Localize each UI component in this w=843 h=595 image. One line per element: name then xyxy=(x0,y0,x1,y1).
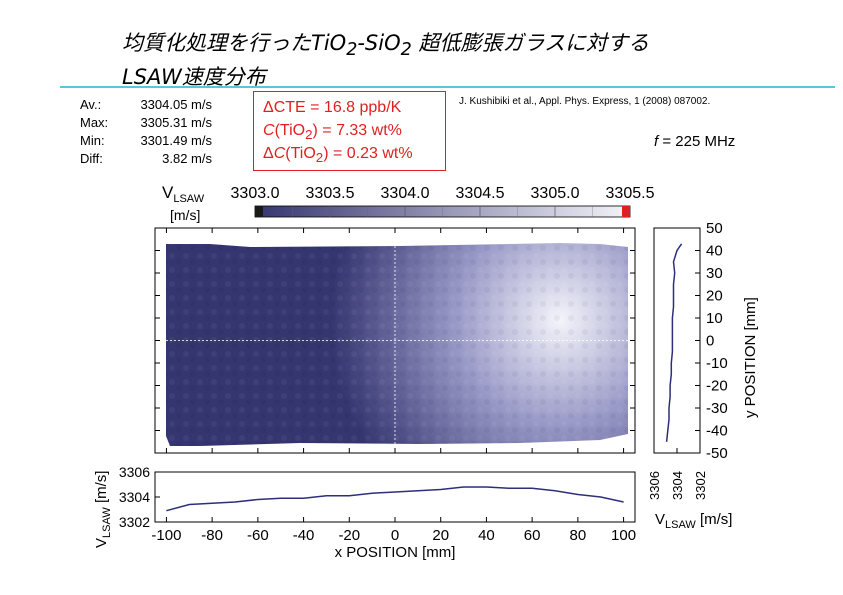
frequency-label: f = 225 MHz xyxy=(654,133,736,150)
y-tick-label: 0 xyxy=(706,333,714,350)
statistics-panel: Av.: 3304.05 m/s Max: 3305.31 m/s Min: 3301… xyxy=(80,96,212,168)
heatmap-ticks xyxy=(155,228,635,453)
y-tick-label: 50 xyxy=(706,220,723,237)
x-tick-label: -20 xyxy=(338,527,360,544)
y-tick-label: 30 xyxy=(706,265,723,282)
bottom-y-axis-title: VLSAW [m/s] xyxy=(93,471,113,548)
x-tick-label: -80 xyxy=(201,527,223,544)
right-y-tick-labels: 50 40 30 20 10 0 -10 -20 -30 -40 -50 xyxy=(706,220,728,462)
heatmap-texture xyxy=(166,243,628,446)
x-tick-label: -40 xyxy=(293,527,315,544)
colorbar-tick-label: 3305.5 xyxy=(606,185,655,202)
y-tick-label: -20 xyxy=(706,378,728,395)
right-x-axis-title: VLSAW [m/s] xyxy=(655,511,732,531)
y-tick-label: -30 xyxy=(706,400,728,417)
citation: J. Kushibiki et al., Appl. Phys. Express… xyxy=(459,96,711,107)
colorbar-tick-label: 3304.5 xyxy=(456,185,505,202)
x-tick-label: 40 xyxy=(478,527,495,544)
right-profile-series xyxy=(665,243,683,442)
bottom-y-tick-label: 3304 xyxy=(119,489,150,505)
tio2-variation-line: ΔC(TiO2) = 0.23 wt% xyxy=(263,145,413,166)
y-tick-label: -40 xyxy=(706,423,728,440)
bottom-profile-ticks xyxy=(155,471,625,523)
colorbar-tick-label: 3303.0 xyxy=(231,185,280,202)
bottom-profile-plot: -100 -80 -60 -40 -20 0 20 40 60 80 100 33063304330… xyxy=(93,464,636,561)
y-tick-label: 20 xyxy=(706,288,723,305)
colorbar-max-marker xyxy=(622,206,630,217)
colorbar-label: VLSAW xyxy=(162,183,205,205)
x-tick-label: 80 xyxy=(570,527,587,544)
tio2-concentration-line: C(TiO2) = 7.33 wt% xyxy=(263,122,402,143)
x-tick-label: 20 xyxy=(432,527,449,544)
right-x-tick-labels: 3306 3304 3302 xyxy=(647,471,708,500)
right-x-tick-label: 3306 xyxy=(647,471,662,500)
title-line-1: 均質化処理を行ったTiO2-SiO2 超低膨張ガラスに対する xyxy=(122,31,650,61)
stat-min: Min: 3301.49 m/s xyxy=(80,133,212,148)
x-tick-label: 60 xyxy=(524,527,541,544)
bottom-profile-series xyxy=(166,486,624,512)
title-line-2: LSAW速度分布 xyxy=(122,65,266,90)
y-tick-label: 40 xyxy=(706,243,723,260)
bottom-y-tick-labels: 3306 3304 3302 xyxy=(119,464,150,530)
right-x-tick-label: 3304 xyxy=(670,471,685,500)
y-axis-title: y POSITION [mm] xyxy=(742,297,759,418)
right-x-tick-label: 3302 xyxy=(693,471,708,500)
x-tick-label: 0 xyxy=(391,527,399,544)
right-profile-ticks xyxy=(653,227,701,454)
colorbar-min-marker xyxy=(255,206,263,217)
velocity-heatmap xyxy=(154,227,636,454)
colorbar-tick-label: 3303.5 xyxy=(306,185,355,202)
right-profile-frame xyxy=(653,227,701,454)
x-tick-label: -100 xyxy=(151,527,181,544)
title-divider xyxy=(60,86,835,88)
y-tick-label: -50 xyxy=(706,445,728,462)
x-tick-label: 100 xyxy=(611,527,636,544)
colorbar-tick-labels: 3303.0 3303.5 3304.0 3304.5 3305.0 3305.5 xyxy=(231,185,655,202)
bottom-profile-frame xyxy=(154,471,636,523)
bottom-y-tick-label: 3306 xyxy=(119,464,150,480)
x-tick-label: -60 xyxy=(247,527,269,544)
page-title: 均質化処理を行ったTiO2-SiO2 超低膨張ガラスに対する LSAW速度分布 xyxy=(122,30,649,91)
colorbar-tick-label: 3304.0 xyxy=(381,185,430,202)
cte-line: ΔCTE = 16.8 ppb/K xyxy=(263,99,402,116)
colorbar-unit: [m/s] xyxy=(170,207,200,223)
y-tick-label: -10 xyxy=(706,355,728,372)
bottom-y-tick-label: 3302 xyxy=(119,514,150,530)
stat-diff: Diff: 3.82 m/s xyxy=(80,151,212,166)
x-axis-title: x POSITION [mm] xyxy=(335,544,456,561)
colorbar-dividers xyxy=(292,206,593,217)
y-tick-label: 10 xyxy=(706,310,723,327)
colorbar-tick-label: 3305.0 xyxy=(531,185,580,202)
stat-average: Av.: 3304.05 m/s xyxy=(80,97,212,112)
cte-summary-box: ΔCTE = 16.8 ppb/K C(TiO2) = 7.33 wt% ΔC(… xyxy=(253,91,446,171)
bottom-x-tick-labels: -100 -80 -60 -40 -20 0 20 40 60 80 100 xyxy=(151,527,636,544)
stat-max: Max: 3305.31 m/s xyxy=(80,115,212,130)
